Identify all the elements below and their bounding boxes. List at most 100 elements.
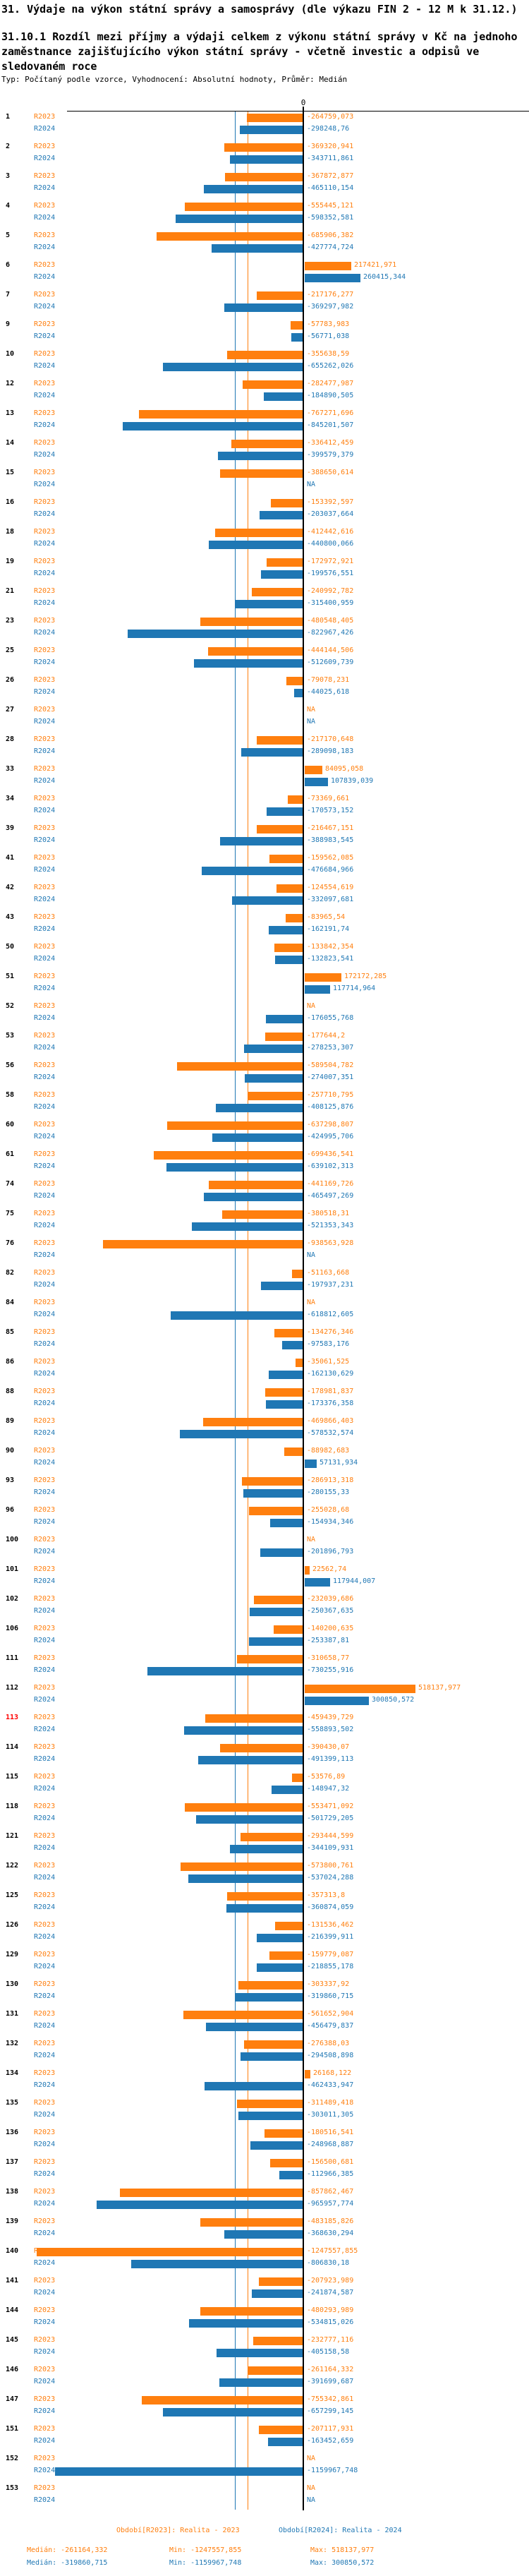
value-label-r2023: -282477,987 (307, 380, 354, 387)
value-label-r2024: -241874,587 (307, 2289, 354, 2297)
value-label-r2023: -140200,635 (307, 1625, 354, 1632)
bar-r2024 (238, 2112, 303, 2120)
row-number: 134 (6, 2069, 19, 2077)
bar-r2023 (267, 558, 303, 567)
value-label-r2024: -176055,768 (307, 1014, 354, 1022)
bar-r2024 (194, 659, 303, 668)
series-label-r2024: R2024 (34, 1488, 56, 1496)
zero-tick-label: 0 (300, 98, 306, 107)
bar-r2023 (237, 2100, 303, 2108)
series-label-r2024: R2024 (34, 421, 56, 429)
bar-r2023 (181, 1862, 303, 1871)
value-label-r2024: -462433,947 (307, 2081, 354, 2089)
series-label-r2024: R2024 (34, 2052, 56, 2059)
row-number: 93 (6, 1476, 15, 1484)
series-label-r2024: R2024 (34, 481, 56, 488)
bar-r2024 (260, 1548, 303, 1557)
value-label-r2024: -399579,379 (307, 451, 354, 459)
row-number: 138 (6, 2188, 19, 2196)
series-label-r2023: R2023 (34, 261, 56, 269)
bar-r2023 (200, 618, 303, 626)
plot-top-border (67, 111, 529, 112)
value-label-r2023: -755342,861 (307, 2395, 354, 2403)
legend-r2024: Období[R2024]: Realita - 2024 (279, 2527, 402, 2534)
bar-r2023 (292, 1774, 303, 1782)
value-label-r2024: -424995,706 (307, 1133, 354, 1140)
value-label-r2024: -476684,966 (307, 866, 354, 874)
value-label-r2023: -369320,941 (307, 143, 354, 150)
value-label-r2024: -639102,313 (307, 1162, 354, 1170)
bar-r2024 (180, 1430, 303, 1438)
series-label-r2024: R2024 (34, 303, 56, 311)
value-label-r2023: -207117,931 (307, 2425, 354, 2433)
series-label-r2023: R2023 (34, 2158, 56, 2166)
series-label-r2023: R2023 (34, 528, 56, 536)
series-label-r2024: R2024 (34, 2200, 56, 2208)
series-label-r2023: R2023 (34, 1032, 56, 1040)
bar-r2023 (257, 736, 303, 745)
value-label-r2023: -240992,782 (307, 587, 354, 595)
bar-r2024 (250, 1608, 303, 1616)
bar-r2024 (305, 274, 360, 282)
series-label-r2023: R2023 (34, 2277, 56, 2285)
bar-r2023 (238, 1981, 303, 1990)
bar-r2024 (305, 1697, 369, 1705)
series-label-r2023: R2023 (34, 1299, 56, 1306)
value-label-r2024: -280155,33 (307, 1488, 350, 1496)
series-label-r2024: R2024 (34, 1755, 56, 1763)
value-label-r2024: -521353,343 (307, 1222, 354, 1229)
series-label-r2023: R2023 (34, 1565, 56, 1573)
value-label-r2023: -483185,826 (307, 2217, 354, 2225)
bar-r2023 (254, 1596, 303, 1604)
bar-r2023 (224, 143, 303, 152)
bar-r2023 (264, 2129, 303, 2138)
series-label-r2024: R2024 (34, 273, 56, 281)
value-label-r2024: -132823,541 (307, 955, 354, 963)
series-label-r2024: R2024 (34, 1281, 56, 1289)
series-label-r2024: R2024 (34, 1459, 56, 1467)
series-label-r2024: R2024 (34, 1814, 56, 1822)
series-label-r2023: R2023 (34, 884, 56, 891)
series-label-r2024: R2024 (34, 1844, 56, 1852)
value-label-r2023: -685906,382 (307, 231, 354, 239)
value-label-r2023: -367872,877 (307, 172, 354, 180)
value-label-r2024: -216399,911 (307, 1933, 354, 1941)
bar-r2023 (269, 1951, 303, 1960)
series-label-r2023: R2023 (34, 2366, 56, 2373)
row-number: 1 (6, 113, 11, 121)
row-number: 102 (6, 1595, 19, 1603)
value-label-r2024: -618812,605 (307, 1311, 354, 1318)
value-label-r2023: -159562,085 (307, 854, 354, 862)
row-number: 4 (6, 202, 11, 210)
row-number: 61 (6, 1150, 15, 1158)
series-label-r2024: R2024 (34, 214, 56, 222)
series-label-r2023: R2023 (34, 1743, 56, 1751)
row-number: 43 (6, 913, 15, 921)
series-label-r2023: R2023 (34, 1921, 56, 1929)
series-label-r2023: R2023 (34, 706, 56, 714)
bar-r2024 (163, 363, 303, 371)
value-label-r2023: -153392,597 (307, 498, 354, 506)
series-label-r2023: R2023 (34, 795, 56, 802)
value-label-r2023: -699436,541 (307, 1150, 354, 1158)
value-label-r2024: -197937,231 (307, 1281, 354, 1289)
bar-r2023 (259, 2426, 303, 2434)
value-label-r2023: -124554,619 (307, 884, 354, 891)
na-label-r2024: NA (307, 1251, 316, 1259)
series-label-r2023: R2023 (34, 1269, 56, 1277)
row-number: 85 (6, 1328, 15, 1336)
bar-r2023 (259, 2277, 303, 2286)
row-number: 129 (6, 1951, 19, 1958)
series-label-r2024: R2024 (34, 2437, 56, 2445)
bar-r2024 (204, 185, 303, 193)
bar-r2023 (37, 2248, 303, 2256)
value-label-r2024: -1159967,748 (307, 2467, 358, 2474)
bar-r2023 (247, 114, 303, 122)
bar-r2024 (252, 2289, 303, 2298)
bar-r2023 (177, 1062, 303, 1071)
series-label-r2024: R2024 (34, 777, 56, 785)
value-label-r2023: -133842,354 (307, 943, 354, 951)
series-label-r2024: R2024 (34, 1251, 56, 1259)
stat-median-r2023: Medián: -261164,332 (27, 2546, 108, 2554)
value-label-r2023: -57783,983 (307, 320, 350, 328)
